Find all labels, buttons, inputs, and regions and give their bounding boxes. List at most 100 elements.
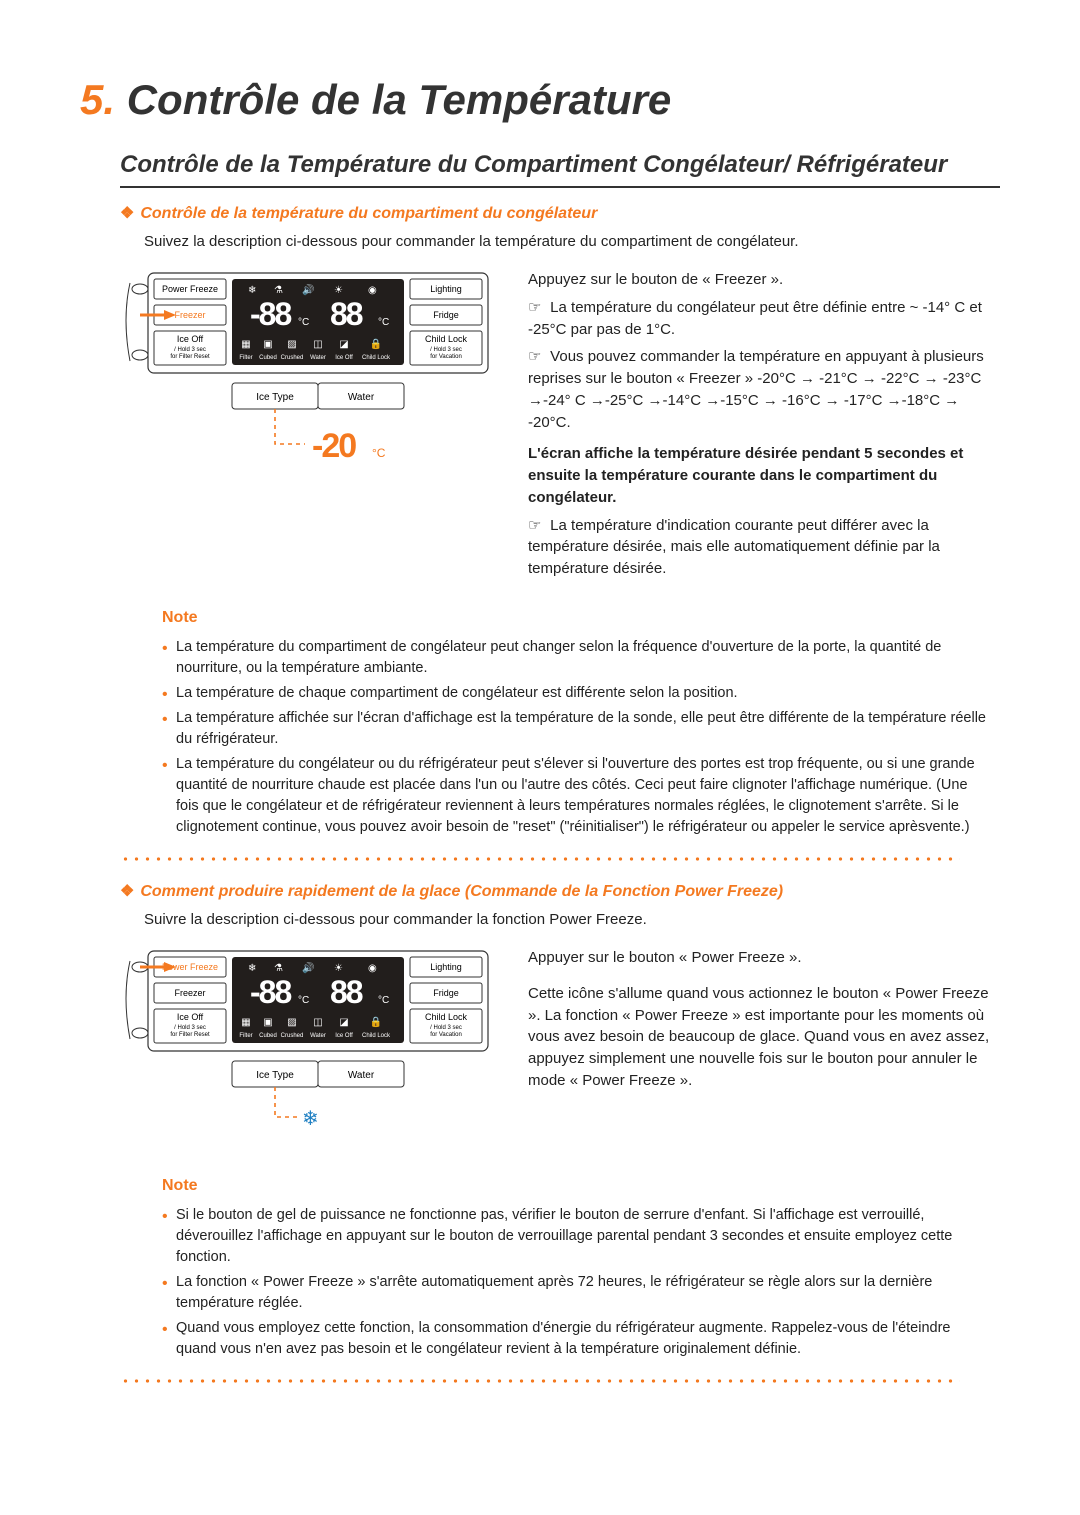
subheading-1: ❖Contrôle de la température du compartim… bbox=[120, 202, 1000, 225]
right-column-1: Appuyez sur le bouton de « Freezer ». ☞ … bbox=[528, 269, 1000, 586]
svg-text:/ Hold 3 sec: / Hold 3 sec bbox=[430, 1025, 462, 1031]
svg-text:Ice Off: Ice Off bbox=[335, 355, 353, 361]
svg-text:❄: ❄ bbox=[248, 963, 256, 974]
bullet-1b-text: Vous pouvez commander la température en … bbox=[528, 348, 984, 430]
pointer-icon: ☞ bbox=[528, 515, 546, 537]
title-underline bbox=[120, 186, 1000, 188]
control-panel-figure-1: Power Freeze Freezer Ice Off / Hold 3 se… bbox=[120, 269, 500, 586]
svg-text:☀: ☀ bbox=[334, 963, 343, 974]
note-item: La température affichée sur l'écran d'af… bbox=[162, 708, 990, 750]
diamond-icon: ❖ bbox=[120, 883, 134, 900]
svg-text:⚗: ⚗ bbox=[274, 285, 283, 296]
svg-text:Ice Off: Ice Off bbox=[177, 1012, 204, 1022]
svg-text:◉: ◉ bbox=[368, 285, 377, 296]
svg-text:Water: Water bbox=[348, 392, 375, 403]
intro-1: Suivez la description ci-dessous pour co… bbox=[144, 231, 1000, 253]
svg-text:Child Lock: Child Lock bbox=[362, 1033, 391, 1039]
svg-text:Ice Off: Ice Off bbox=[335, 1033, 353, 1039]
bullet-1b: ☞ Vous pouvez commander la température e… bbox=[528, 346, 1000, 433]
instruction-2b: Cette icône s'allume quand vous actionne… bbox=[528, 983, 1000, 1092]
svg-text:☀: ☀ bbox=[334, 285, 343, 296]
note-item: La fonction « Power Freeze » s'arrête au… bbox=[162, 1272, 990, 1314]
chapter-text: Contrôle de la Température bbox=[127, 76, 672, 123]
svg-text:Fridge: Fridge bbox=[433, 310, 459, 320]
svg-text:°C: °C bbox=[372, 446, 386, 460]
svg-text:for Vacation: for Vacation bbox=[430, 1032, 462, 1038]
svg-text:Child Lock: Child Lock bbox=[362, 355, 391, 361]
svg-text:Lighting: Lighting bbox=[430, 284, 462, 294]
section-title: Contrôle de la Température du Compartime… bbox=[120, 149, 1000, 180]
bullet-1c: ☞ La température d'indication courante p… bbox=[528, 515, 1000, 580]
svg-text:Cubed: Cubed bbox=[259, 355, 277, 361]
svg-text:Water: Water bbox=[310, 355, 326, 361]
svg-text:-88: -88 bbox=[250, 974, 291, 1010]
subheading-2: ❖ Comment produire rapidement de la glace… bbox=[120, 880, 1000, 903]
svg-text:Child Lock: Child Lock bbox=[425, 1012, 468, 1022]
svg-text:Cubed: Cubed bbox=[259, 1033, 277, 1039]
svg-text:Lighting: Lighting bbox=[430, 962, 462, 972]
bullet-1a: ☞ La température du congélateur peut êtr… bbox=[528, 297, 1000, 341]
svg-text:◉: ◉ bbox=[368, 963, 377, 974]
svg-text:Filter: Filter bbox=[239, 355, 252, 361]
svg-text:Water: Water bbox=[348, 1070, 375, 1081]
svg-text:for Vacation: for Vacation bbox=[430, 354, 462, 360]
pointer-icon: ☞ bbox=[528, 297, 546, 319]
svg-text:°C: °C bbox=[378, 317, 389, 328]
svg-text:▦: ▦ bbox=[241, 1017, 250, 1028]
svg-text:🔒: 🔒 bbox=[370, 1016, 382, 1028]
svg-text:Crushed: Crushed bbox=[281, 355, 304, 361]
note-item: Si le bouton de gel de puissance ne fonc… bbox=[162, 1205, 990, 1268]
svg-text:Water: Water bbox=[310, 1033, 326, 1039]
note-label-1: Note bbox=[162, 606, 1000, 629]
note-item: La température du compartiment de congél… bbox=[162, 637, 990, 679]
svg-text:🔊: 🔊 bbox=[302, 961, 314, 974]
svg-text:▨: ▨ bbox=[287, 339, 296, 350]
note-label-2: Note bbox=[162, 1174, 1000, 1197]
svg-text:for Filter Reset: for Filter Reset bbox=[170, 354, 210, 360]
control-panel-svg-1: Power Freeze Freezer Ice Off / Hold 3 se… bbox=[120, 269, 500, 499]
instruction-2a: Appuyer sur le bouton « Power Freeze ». bbox=[528, 947, 1000, 969]
divider-2 bbox=[120, 1378, 960, 1384]
svg-text:°C: °C bbox=[298, 317, 309, 328]
svg-text:⚗: ⚗ bbox=[274, 963, 283, 974]
svg-text:▣: ▣ bbox=[263, 339, 272, 350]
svg-text:for Filter Reset: for Filter Reset bbox=[170, 1032, 210, 1038]
content-row-2: Power Freeze Freezer Ice Off / Hold 3 se… bbox=[120, 947, 1000, 1154]
control-panel-svg-2: Power Freeze Freezer Ice Off / Hold 3 se… bbox=[120, 947, 500, 1147]
pointer-icon: ☞ bbox=[528, 346, 546, 368]
right-column-2: Appuyer sur le bouton « Power Freeze ». … bbox=[528, 947, 1000, 1154]
svg-text:°C: °C bbox=[378, 995, 389, 1006]
svg-text:88: 88 bbox=[330, 974, 363, 1010]
bullet-1c-text: La température d'indication courante peu… bbox=[528, 517, 940, 578]
instruction-1: Appuyez sur le bouton de « Freezer ». bbox=[528, 269, 1000, 291]
svg-text:▦: ▦ bbox=[241, 339, 250, 350]
bold-note-1: L'écran affiche la température désirée p… bbox=[528, 443, 1000, 508]
svg-text:🔊: 🔊 bbox=[302, 283, 314, 296]
svg-text:Freezer: Freezer bbox=[174, 310, 205, 320]
svg-text:◫: ◫ bbox=[313, 1017, 322, 1028]
svg-text:🔒: 🔒 bbox=[370, 338, 382, 350]
note-item: Quand vous employez cette fonction, la c… bbox=[162, 1318, 990, 1360]
control-panel-figure-2: Power Freeze Freezer Ice Off / Hold 3 se… bbox=[120, 947, 500, 1154]
svg-text:°C: °C bbox=[298, 995, 309, 1006]
svg-text:Ice Type: Ice Type bbox=[256, 392, 294, 403]
svg-text:-20: -20 bbox=[312, 427, 356, 465]
svg-text:Fridge: Fridge bbox=[433, 988, 459, 998]
notes-list-2: Si le bouton de gel de puissance ne fonc… bbox=[162, 1205, 990, 1360]
svg-text:Crushed: Crushed bbox=[281, 1033, 304, 1039]
notes-list-1: La température du compartiment de congél… bbox=[162, 637, 990, 838]
subheading-2-text: Comment produire rapidement de la glace … bbox=[140, 883, 783, 900]
svg-text:◪: ◪ bbox=[339, 339, 348, 350]
svg-text:◫: ◫ bbox=[313, 339, 322, 350]
svg-text:▣: ▣ bbox=[263, 1017, 272, 1028]
svg-text:❄: ❄ bbox=[302, 1108, 319, 1130]
chapter-title: 5. Contrôle de la Température bbox=[80, 70, 1000, 131]
bullet-1a-text: La température du congélateur peut être … bbox=[528, 299, 982, 338]
svg-text:Ice Type: Ice Type bbox=[256, 1070, 294, 1081]
svg-text:Ice Off: Ice Off bbox=[177, 334, 204, 344]
svg-text:Child Lock: Child Lock bbox=[425, 334, 468, 344]
content-row-1: Power Freeze Freezer Ice Off / Hold 3 se… bbox=[120, 269, 1000, 586]
svg-text:/ Hold 3 sec: / Hold 3 sec bbox=[430, 347, 462, 353]
svg-text:-88: -88 bbox=[250, 296, 291, 332]
subheading-1-text: Contrôle de la température du compartime… bbox=[140, 205, 597, 222]
